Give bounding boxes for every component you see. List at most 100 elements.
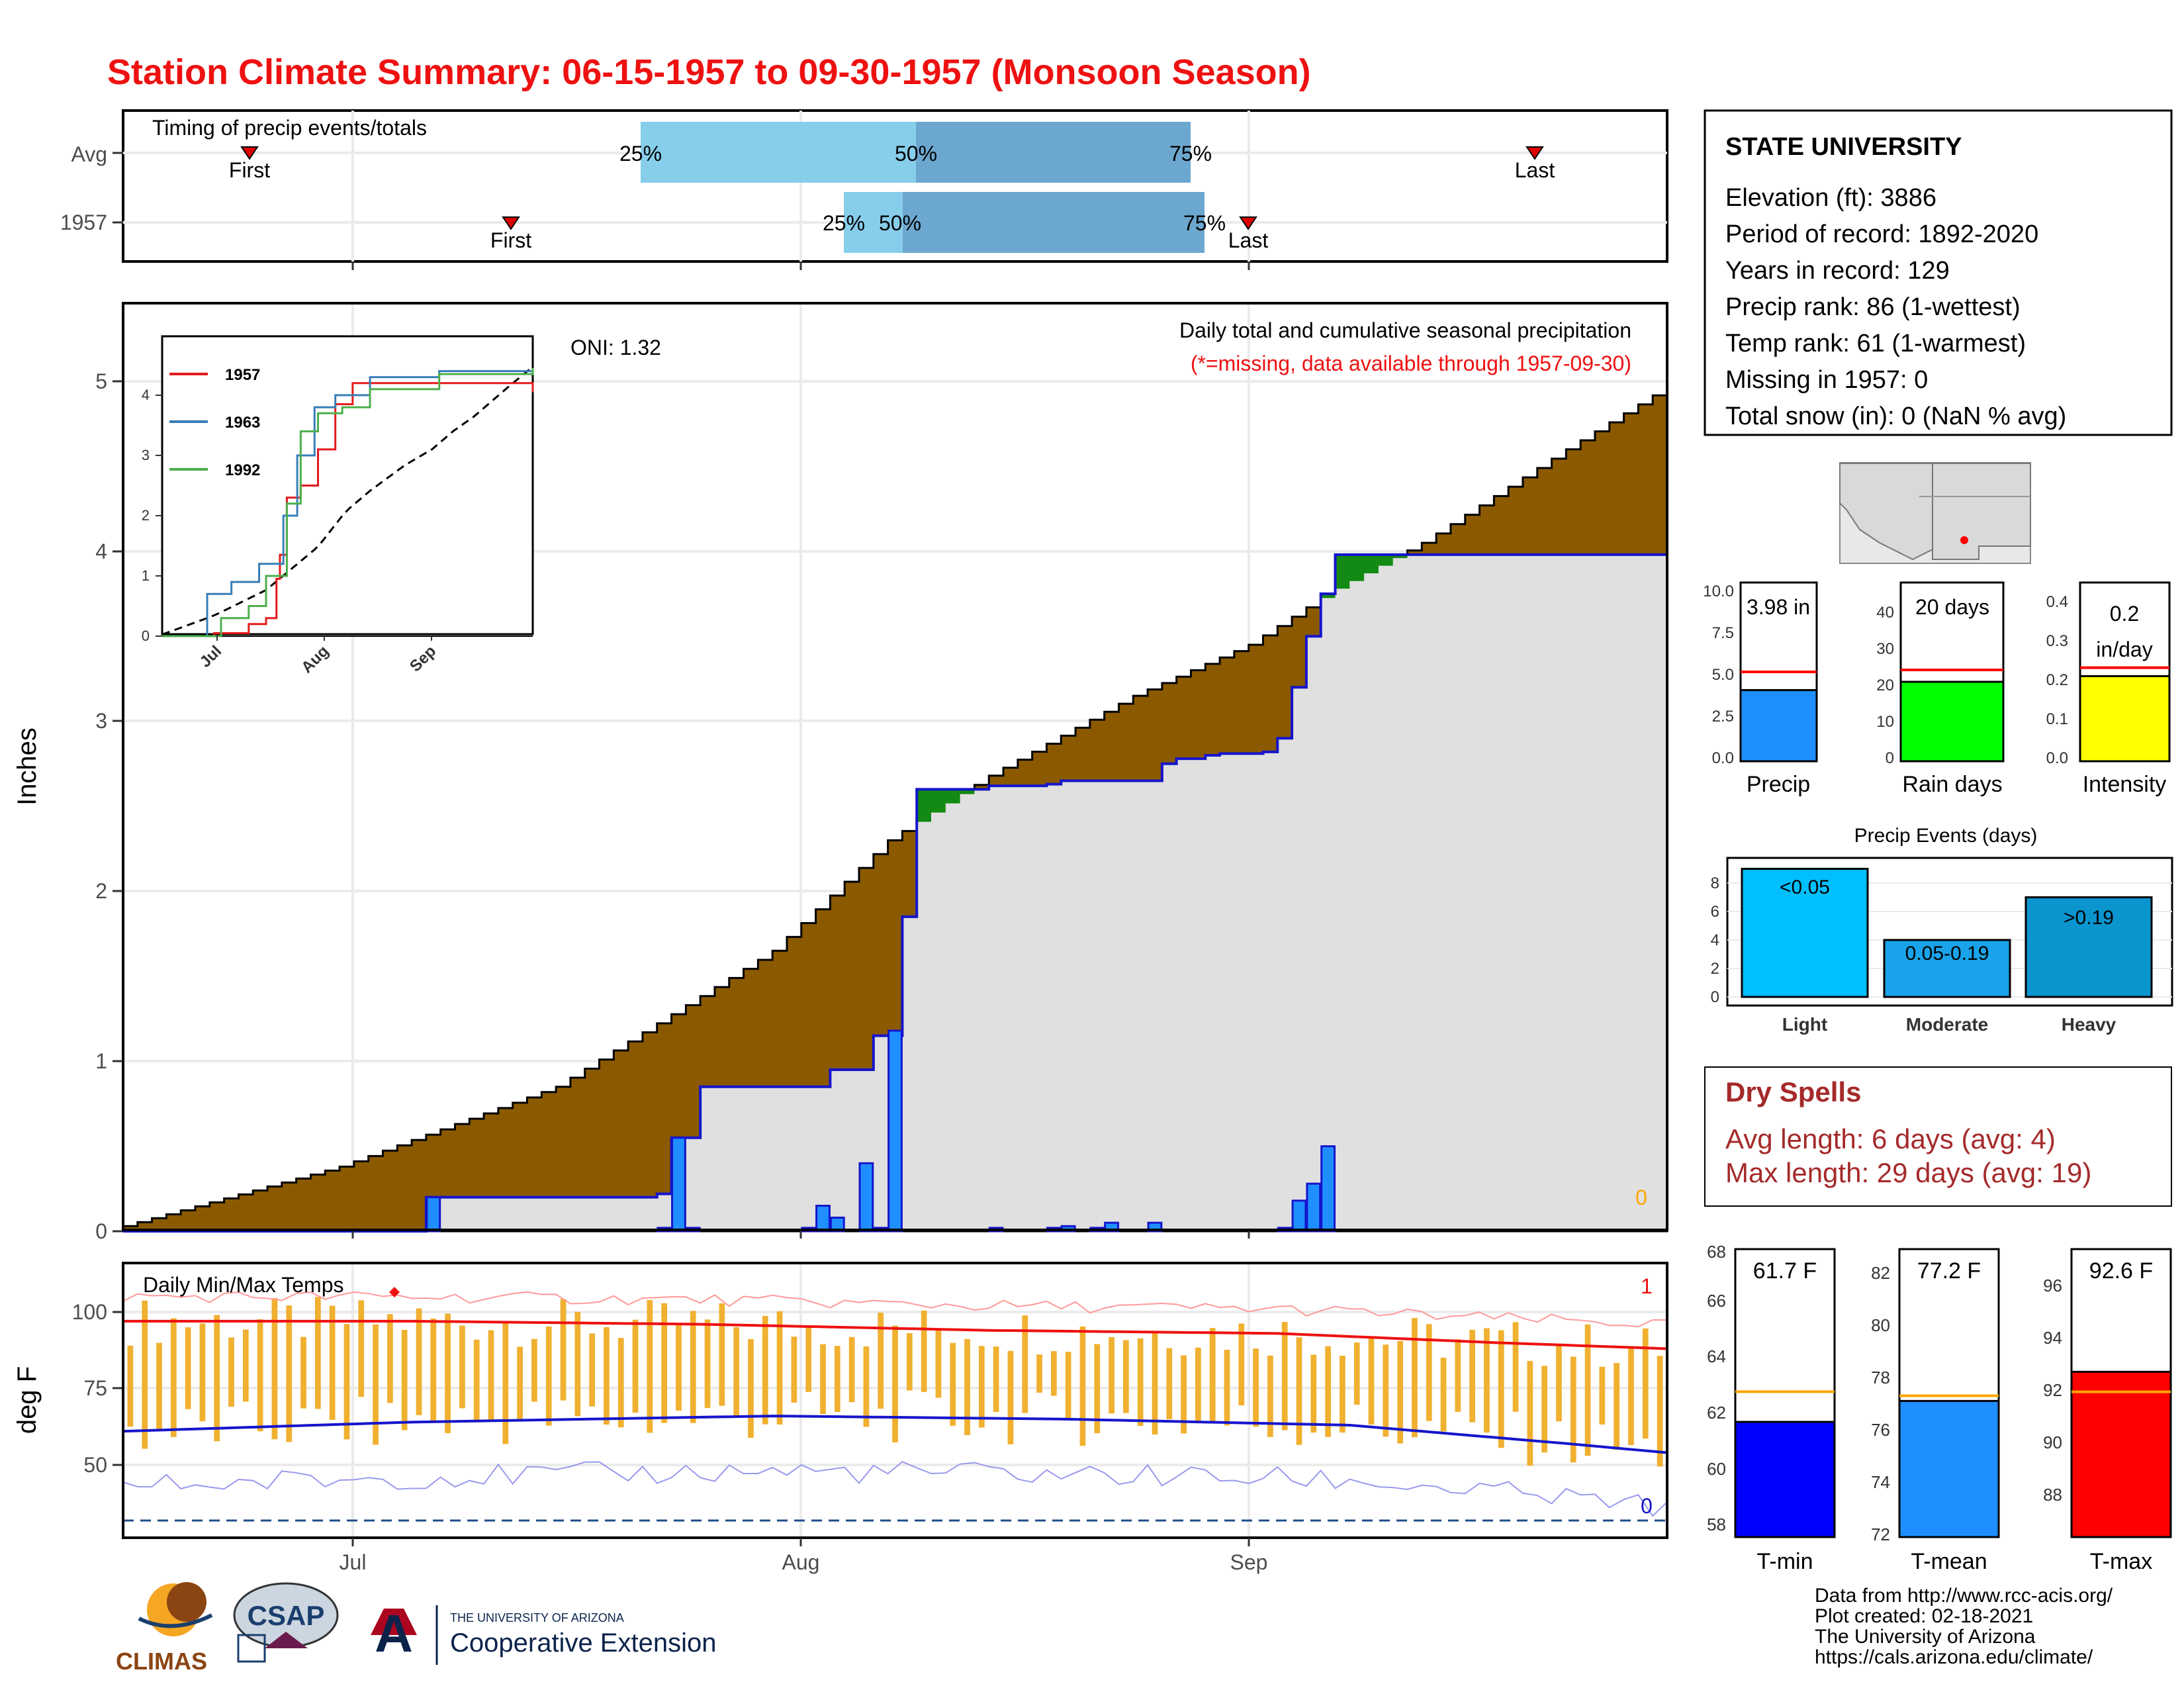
record-high-line	[122, 1291, 1668, 1328]
tmin-bar-label: T-min	[1757, 1549, 1813, 1574]
record-high-marker	[389, 1287, 400, 1297]
temp-range-bar	[1209, 1328, 1216, 1423]
temp-range-bar	[1353, 1342, 1360, 1405]
events-label-light: <0.05	[1780, 876, 1830, 898]
temp-range-bar	[1642, 1328, 1649, 1439]
temp-range-bar	[617, 1338, 624, 1428]
inset-y-tick: 1	[142, 567, 150, 584]
events-x-label: Heavy	[2062, 1014, 2116, 1035]
events-y-tick: 6	[1711, 903, 1719, 921]
temp-range-bar	[228, 1337, 234, 1407]
station-line: Period of record: 1892-2020	[1725, 220, 2038, 248]
tmax-bar	[2070, 1370, 2172, 1538]
raindays-bar-label: Rain days	[1902, 772, 2002, 797]
events-label-heavy: >0.19	[2064, 907, 2114, 929]
tmax-y-tick: 96	[2043, 1276, 2062, 1295]
precip-events-chart: Precip Events (days) <0.05 0.05-0.19 >0.…	[1711, 825, 2173, 1035]
temp-range-bar	[719, 1303, 725, 1406]
temp-range-bar	[878, 1312, 884, 1409]
temp-range-bar	[762, 1315, 768, 1425]
tmin-y-tick: 60	[1707, 1459, 1726, 1479]
temp-range-bar	[993, 1346, 999, 1412]
avg-last-label: Last	[1515, 158, 1555, 182]
temp-range-bar	[935, 1330, 942, 1398]
tmean-y-tick: 78	[1871, 1368, 1890, 1387]
temp-range-bar	[589, 1333, 595, 1407]
precip-availability: (*=missing, data available through 1957-…	[1191, 352, 1631, 375]
events-title: Precip Events (days)	[1854, 825, 2038, 847]
station-line: Years in record: 129	[1725, 257, 1950, 285]
temp-range-bar	[1368, 1338, 1375, 1425]
precip-panel: Daily total and cumulative seasonal prec…	[13, 302, 1668, 1243]
timing-panel: Timing of precip events/totals Avg 1957 …	[60, 109, 1668, 270]
temp-range-bar	[1152, 1331, 1158, 1435]
year-row-label: 1957	[60, 211, 107, 234]
tmin-value: 61.7 F	[1753, 1258, 1817, 1284]
temp-range-bar	[242, 1329, 249, 1402]
avg-p50-label: 50%	[895, 142, 937, 165]
temp-range-bar	[848, 1336, 855, 1403]
tmin-y-tick: 64	[1707, 1346, 1726, 1366]
temp-range-bar	[170, 1318, 177, 1437]
dry-spells-avg: Avg length: 6 days (avg: 4)	[1725, 1123, 2056, 1154]
page-title: Station Climate Summary: 06-15-1957 to 0…	[107, 52, 1311, 92]
temp-range-bar	[574, 1311, 581, 1417]
minibar-y-tick: 0.0	[1712, 749, 1734, 767]
temp-range-bar	[1122, 1340, 1129, 1413]
temp-range-bar	[1296, 1337, 1302, 1445]
temp-range-bar	[906, 1333, 913, 1391]
temp-range-bar	[1267, 1355, 1273, 1437]
minibar-y-tick: 10	[1876, 713, 1894, 731]
events-bar-light	[1741, 868, 1869, 998]
year-p25-label: 25%	[823, 211, 865, 235]
tmean-bar	[1898, 1399, 2000, 1538]
daily-precip-bar	[1306, 1182, 1322, 1233]
precip-y-tick: 3	[95, 709, 107, 733]
temp-range-bar	[964, 1338, 970, 1436]
csap-logo: CSAP	[233, 1582, 339, 1663]
temp-range-bar	[1238, 1323, 1245, 1406]
intensity-unit: in/day	[2096, 637, 2152, 661]
temp-range-bar	[416, 1308, 422, 1415]
avg-iqr-high	[916, 122, 1191, 183]
daily-precip-bar	[671, 1137, 686, 1233]
avg-row-label: Avg	[71, 142, 107, 166]
station-info-box: STATE UNIVERSITY Elevation (ft): 3886 Pe…	[1704, 109, 2173, 436]
temp-range-bar	[142, 1300, 148, 1449]
csap-logo-text: CSAP	[248, 1600, 325, 1631]
tmin-y-tick: 68	[1707, 1242, 1726, 1262]
footer-credits: Data from http://www.rcc-acis.org/ Plot …	[1815, 1585, 2113, 1668]
inset-y-tick: 0	[142, 628, 150, 644]
temp-range-bar	[1109, 1336, 1115, 1414]
temp-range-bar	[834, 1346, 841, 1413]
daily-precip-bar	[1320, 1145, 1336, 1233]
station-line: Missing in 1957: 0	[1725, 366, 1928, 394]
temp-range-bar	[1281, 1322, 1288, 1430]
tmean-y-tick: 82	[1871, 1263, 1890, 1283]
temp-range-bar	[445, 1313, 451, 1434]
credit-line: The University of Arizona	[1815, 1626, 2036, 1648]
tmax-y-tick: 94	[2043, 1328, 2062, 1348]
temp-y-tick: 100	[72, 1300, 107, 1324]
temp-range-bar	[1584, 1324, 1591, 1456]
avg-first-label: First	[229, 158, 270, 182]
avg-first-marker	[240, 146, 259, 160]
temp-range-bar	[647, 1299, 653, 1433]
temp-range-bar	[401, 1329, 408, 1430]
temp-range-bar	[459, 1325, 465, 1409]
temp-range-bar	[214, 1315, 220, 1442]
tmean-y-tick: 76	[1871, 1420, 1890, 1440]
minibar-precip: 3.98 in 0.0 2.5 5.0 7.5 10.0 Precip	[1703, 581, 1818, 797]
temp-range-bar	[1253, 1348, 1259, 1427]
precip-y-axis: 0 1 2 3 4 5	[95, 369, 123, 1243]
temp-range-bar	[199, 1323, 206, 1422]
temp-range-bar	[632, 1319, 639, 1413]
tmean-bar-label: T-mean	[1911, 1549, 1987, 1574]
temp-range-bar	[1094, 1344, 1101, 1434]
precip-caption: Daily total and cumulative seasonal prec…	[1179, 318, 1631, 342]
station-line: Temp rank: 61 (1-warmest)	[1725, 330, 2026, 357]
intensity-bar	[2079, 675, 2171, 763]
daily-temp-bars	[127, 1297, 1663, 1467]
temp-range-bar	[1325, 1346, 1331, 1437]
events-y-tick: 0	[1711, 988, 1719, 1006]
